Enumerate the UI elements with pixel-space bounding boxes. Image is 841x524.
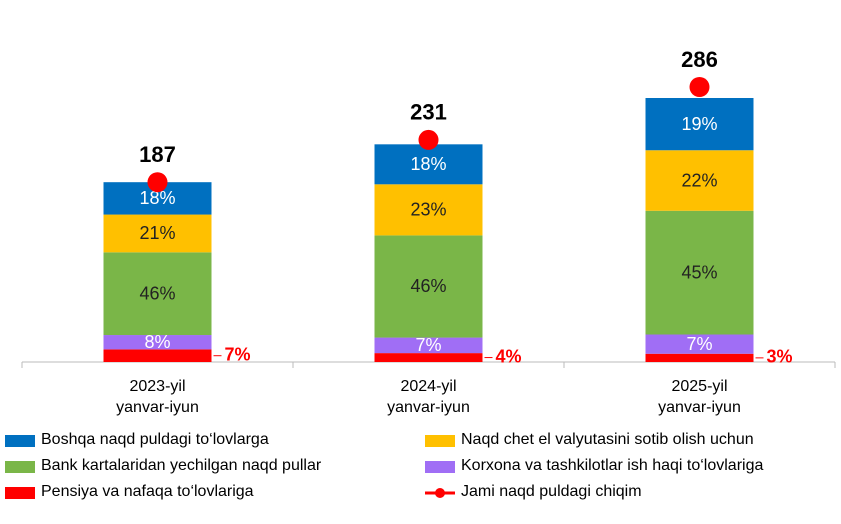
bar-segment <box>374 235 483 338</box>
legend-label: Bank kartalaridan yechilgan naqd pullar <box>41 457 322 474</box>
legend-swatch <box>5 461 35 473</box>
legend-label: Pensiya va nafaqa to‘lovlariga <box>41 483 254 500</box>
bar-segment <box>374 353 483 362</box>
legend-swatch <box>5 487 35 499</box>
bar-segment <box>103 252 212 336</box>
legend-label: Korxona va tashkilotlar ish haqi to‘lovl… <box>461 457 764 474</box>
value-label: 4% <box>496 346 522 366</box>
value-label: 8% <box>144 332 170 352</box>
bar-segment <box>645 150 754 211</box>
bar-segment <box>374 337 483 354</box>
legend-swatch <box>425 461 455 473</box>
legend-label: Jami naqd puldagi chiqim <box>461 483 642 500</box>
bar-segment <box>103 214 212 253</box>
bar-segment <box>103 335 212 350</box>
legend-swatch <box>425 435 455 447</box>
bar-segment <box>645 353 754 362</box>
bar-segment <box>103 349 212 362</box>
value-label: 19% <box>681 114 717 134</box>
value-label: 7% <box>686 334 712 354</box>
value-label: 46% <box>139 283 175 303</box>
value-label: 7% <box>225 344 251 364</box>
total-marker <box>689 77 710 97</box>
total-label: 231 <box>410 100 447 125</box>
value-label: 18% <box>410 154 446 174</box>
legend-label: Boshqa naqd puldagi to‘lovlarga <box>41 431 269 448</box>
total-label: 286 <box>681 47 718 72</box>
bar-segment <box>374 184 483 236</box>
value-label: 23% <box>410 200 446 220</box>
legend-swatch <box>5 435 35 447</box>
x-tick-label: 2024-yil yanvar-iyun <box>387 378 470 416</box>
x-tick-label: 2023-yil yanvar-iyun <box>116 378 199 416</box>
bar-segment <box>645 98 754 151</box>
bar-segment <box>645 334 754 354</box>
value-label: 22% <box>681 170 717 190</box>
legend-label: Naqd chet el valyutasini sotib olish uch… <box>461 431 754 448</box>
total-marker <box>147 172 168 193</box>
value-label: 3% <box>767 347 793 367</box>
value-label: 7% <box>415 335 441 355</box>
legend-dot <box>435 488 445 498</box>
value-label: 21% <box>139 223 175 243</box>
value-label: 18% <box>139 188 175 208</box>
bar-segment <box>374 144 483 185</box>
x-tick-label: 2025-yil yanvar-iyun <box>658 378 741 416</box>
value-label: 46% <box>410 276 446 296</box>
total-label: 187 <box>139 142 176 167</box>
bar-segment <box>645 210 754 335</box>
total-marker <box>418 129 439 150</box>
value-label: 45% <box>681 262 717 282</box>
